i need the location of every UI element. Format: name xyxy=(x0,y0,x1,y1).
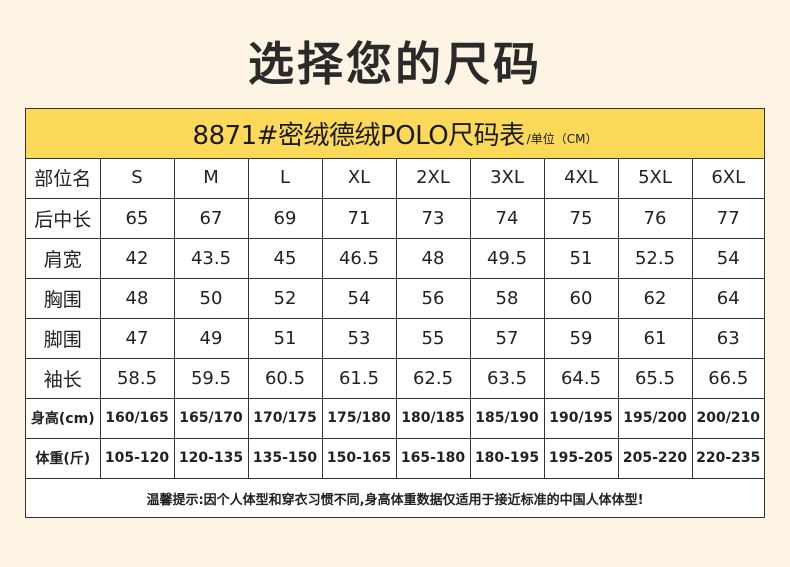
table-cell: 180/185 xyxy=(395,397,471,439)
table-cell: 195/200 xyxy=(617,397,693,439)
table-row: 脚围 47 49 51 53 55 57 59 61 63 xyxy=(26,317,764,359)
table-cell: 64.5 xyxy=(543,357,619,399)
table-cell: 63.5 xyxy=(469,357,545,399)
table-cell: 60 xyxy=(543,277,619,319)
table-cell: 63 xyxy=(691,317,764,359)
header-cell: 2XL xyxy=(395,158,471,199)
table-cell: 200/210 xyxy=(691,397,764,439)
table-cell: 160/165 xyxy=(99,397,175,439)
table-cell: 195-205 xyxy=(543,437,619,479)
header-cell: 3XL xyxy=(469,158,545,199)
table-cell: 58.5 xyxy=(99,357,175,399)
header-cell: S xyxy=(99,158,175,199)
row-label: 肩宽 xyxy=(26,237,101,279)
table-cell: 58 xyxy=(469,277,545,319)
table-cell: 47 xyxy=(99,317,175,359)
table-cell: 46.5 xyxy=(321,237,397,279)
table-cell: 76 xyxy=(617,197,693,239)
table-row: 袖长 58.5 59.5 60.5 61.5 62.5 63.5 64.5 65… xyxy=(26,357,764,399)
table-cell: 45 xyxy=(247,237,323,279)
table-row: 胸围 48 50 52 54 56 58 60 62 64 xyxy=(26,277,764,319)
table-cell: 48 xyxy=(99,277,175,319)
table-cell: 51 xyxy=(247,317,323,359)
table-cell: 71 xyxy=(321,197,397,239)
table-cell: 105-120 xyxy=(99,437,175,479)
table-cell: 185/190 xyxy=(469,397,545,439)
table-cell: 62 xyxy=(617,277,693,319)
table-cell: 150-165 xyxy=(321,437,397,479)
table-cell: 205-220 xyxy=(617,437,693,479)
table-cell: 67 xyxy=(173,197,249,239)
header-row: 部位名 S M L XL 2XL 3XL 4XL 5XL 6XL xyxy=(26,158,764,199)
size-table: 部位名 S M L XL 2XL 3XL 4XL 5XL 6XL 后中长 65 … xyxy=(26,158,764,479)
table-row: 肩宽 42 43.5 45 46.5 48 49.5 51 52.5 54 xyxy=(26,237,764,279)
table-cell: 53 xyxy=(321,317,397,359)
table-cell: 165/170 xyxy=(173,397,249,439)
chart-unit: /单位（CM） xyxy=(526,132,598,146)
table-cell: 135-150 xyxy=(247,437,323,479)
row-label: 胸围 xyxy=(26,277,101,319)
chart-title: 8871#密绒德绒POLO尺码表 xyxy=(192,121,526,151)
table-cell: 120-135 xyxy=(173,437,249,479)
table-cell: 52 xyxy=(247,277,323,319)
table-cell: 74 xyxy=(469,197,545,239)
table-cell: 220-235 xyxy=(691,437,764,479)
row-label: 身高(cm) xyxy=(26,397,101,439)
row-label: 袖长 xyxy=(26,357,101,399)
page-title: 选择您的尺码 xyxy=(248,37,542,91)
size-notice: 温馨提示:因个人体型和穿衣习惯不同,身高体重数据仅适用于接近标准的中国人体体型! xyxy=(146,492,644,508)
table-cell: 73 xyxy=(395,197,471,239)
table-cell: 54 xyxy=(691,237,764,279)
table-cell: 52.5 xyxy=(617,237,693,279)
table-cell: 190/195 xyxy=(543,397,619,439)
table-cell: 75 xyxy=(543,197,619,239)
table-cell: 59.5 xyxy=(173,357,249,399)
table-cell: 55 xyxy=(395,317,471,359)
table-cell: 66.5 xyxy=(691,357,764,399)
row-label: 体重(斤) xyxy=(26,437,101,479)
table-cell: 170/175 xyxy=(247,397,323,439)
row-label: 脚围 xyxy=(26,317,101,359)
table-cell: 175/180 xyxy=(321,397,397,439)
table-cell: 69 xyxy=(247,197,323,239)
table-cell: 165-180 xyxy=(395,437,471,479)
table-cell: 60.5 xyxy=(247,357,323,399)
table-cell: 180-195 xyxy=(469,437,545,479)
table-cell: 57 xyxy=(469,317,545,359)
header-cell: 6XL xyxy=(691,158,764,199)
table-cell: 65 xyxy=(99,197,175,239)
table-cell: 51 xyxy=(543,237,619,279)
table-cell: 64 xyxy=(691,277,764,319)
table-cell: 48 xyxy=(395,237,471,279)
header-cell: 4XL xyxy=(543,158,619,199)
table-cell: 54 xyxy=(321,277,397,319)
table-cell: 59 xyxy=(543,317,619,359)
table-cell: 49.5 xyxy=(469,237,545,279)
header-cell: L xyxy=(247,158,323,199)
row-label: 后中长 xyxy=(26,197,101,239)
header-cell: XL xyxy=(321,158,397,199)
header-cell: 部位名 xyxy=(26,158,101,199)
table-cell: 77 xyxy=(691,197,764,239)
table-row: 体重(斤) 105-120 120-135 135-150 150-165 16… xyxy=(26,437,764,479)
table-row: 后中长 65 67 69 71 73 74 75 76 77 xyxy=(26,197,764,239)
table-cell: 61.5 xyxy=(321,357,397,399)
size-chart: 8871#密绒德绒POLO尺码表 /单位（CM） 部位名 S M L XL 2X… xyxy=(25,108,765,518)
table-cell: 49 xyxy=(173,317,249,359)
table-cell: 62.5 xyxy=(395,357,471,399)
table-cell: 50 xyxy=(173,277,249,319)
table-cell: 61 xyxy=(617,317,693,359)
table-cell: 65.5 xyxy=(617,357,693,399)
header-cell: 5XL xyxy=(617,158,693,199)
table-cell: 42 xyxy=(99,237,175,279)
chart-banner: 8871#密绒德绒POLO尺码表 /单位（CM） xyxy=(26,109,764,159)
table-row: 身高(cm) 160/165 165/170 170/175 175/180 1… xyxy=(26,397,764,439)
header-cell: M xyxy=(173,158,249,199)
table-cell: 43.5 xyxy=(173,237,249,279)
table-cell: 56 xyxy=(395,277,471,319)
